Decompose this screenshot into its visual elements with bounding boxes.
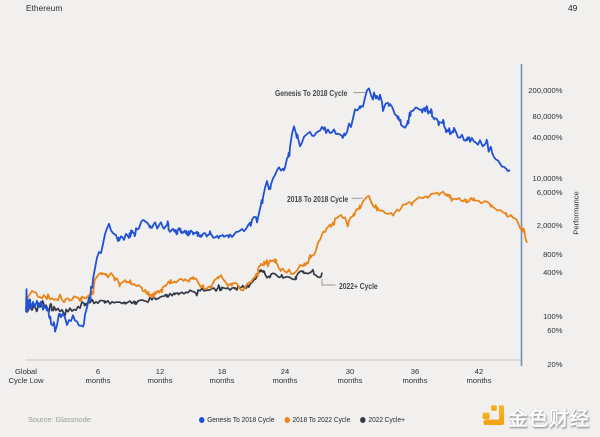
svg-text:Performance: Performance xyxy=(571,191,580,234)
